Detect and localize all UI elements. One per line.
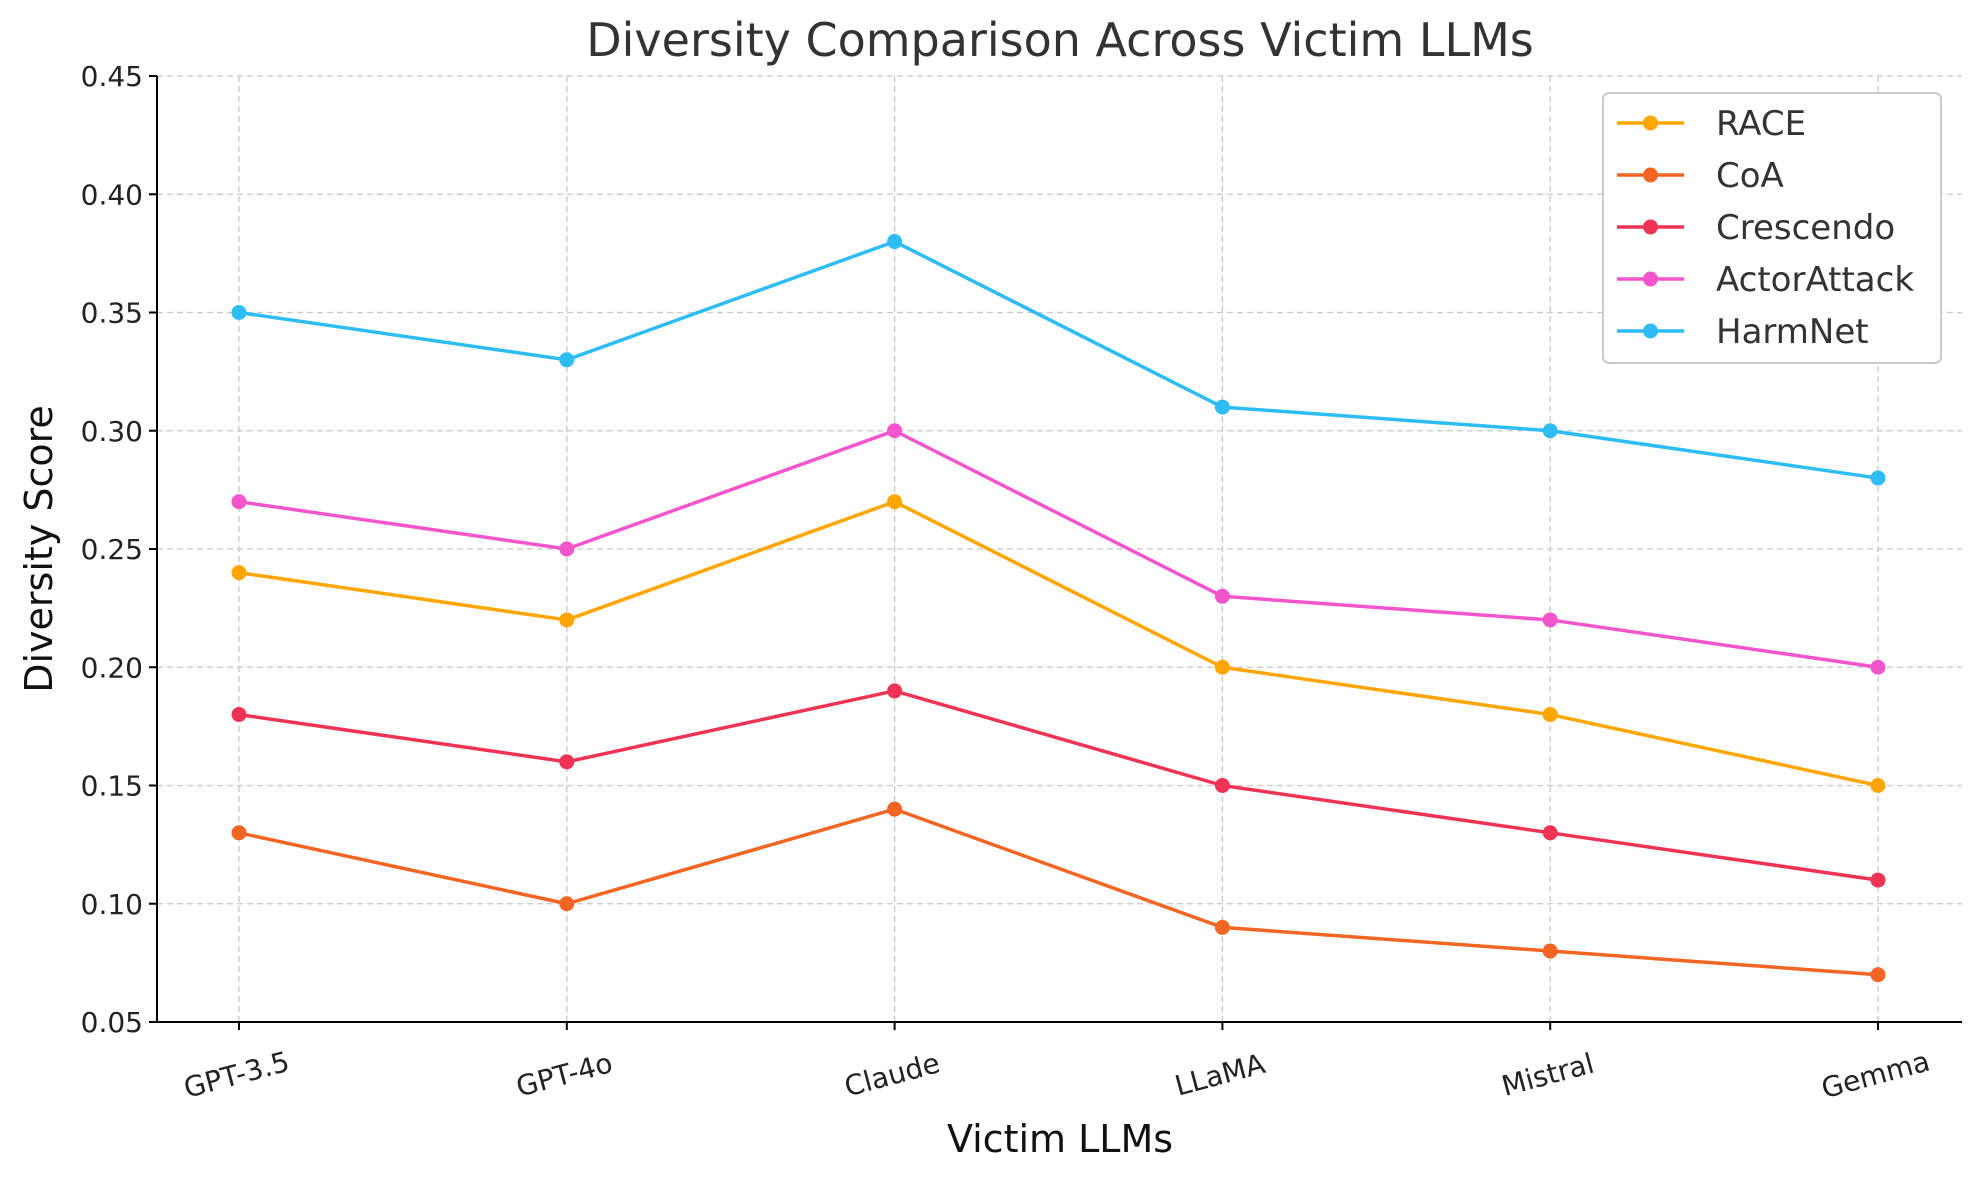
x-tick-label: GPT-4o — [513, 1046, 616, 1103]
x-tick-label: Mistral — [1498, 1047, 1597, 1103]
data-point — [887, 494, 903, 510]
data-point — [231, 305, 247, 320]
data-point — [887, 801, 903, 817]
data-point — [1542, 825, 1558, 841]
y-tick-label: 0.30 — [81, 415, 143, 448]
data-point — [1870, 470, 1886, 486]
data-point — [887, 423, 903, 439]
legend-label: Crescendo — [1716, 208, 1895, 248]
data-point — [231, 825, 247, 841]
y-tick-label: 0.15 — [81, 770, 143, 803]
legend-item-coa: CoA — [1617, 156, 1784, 196]
data-point — [1214, 659, 1230, 675]
data-point — [231, 494, 247, 510]
data-point — [1870, 967, 1886, 983]
x-tick-label: Claude — [841, 1046, 943, 1103]
legend-item-crescendo: Crescendo — [1617, 208, 1895, 248]
data-point — [1870, 872, 1886, 888]
x-axis-title: Victim LLMs — [947, 1117, 1173, 1161]
data-point — [1870, 778, 1886, 793]
series-line — [237, 499, 1880, 788]
data-point — [1214, 919, 1230, 935]
data-point — [1542, 423, 1558, 439]
y-tick-label: 0.35 — [81, 297, 143, 330]
data-point — [231, 707, 247, 723]
legend-marker — [1643, 219, 1658, 235]
x-tick-label: Gemma — [1818, 1045, 1933, 1106]
legend-marker — [1643, 271, 1658, 287]
data-point — [1542, 707, 1558, 723]
y-tick-label: 0.40 — [81, 178, 143, 211]
x-tick-label: LLaMA — [1171, 1047, 1268, 1103]
series-line — [237, 239, 1880, 480]
legend-box — [1602, 92, 1942, 364]
data-point — [559, 352, 575, 368]
grid — [157, 75, 1962, 1023]
x-ticks: GPT-3.5 GPT-4o Claude LLaMA Mistral Gemma — [180, 1022, 1933, 1105]
data-point — [1870, 659, 1886, 675]
data-point — [1542, 612, 1558, 628]
series-line — [237, 807, 1880, 977]
legend-label: RACE — [1716, 104, 1806, 144]
x-tick-label: GPT-3.5 — [180, 1045, 293, 1105]
legend: RACE CoA Crescendo ActorAttack HarmNet — [1602, 92, 1942, 364]
legend-marker — [1643, 323, 1658, 339]
legend-item-harmnet: HarmNet — [1617, 312, 1869, 352]
series-coa — [231, 801, 1886, 983]
y-tick-label: 0.20 — [81, 651, 143, 684]
series-race — [231, 494, 1886, 793]
data-point — [231, 565, 247, 581]
y-tick-label: 0.05 — [81, 1006, 143, 1039]
data-point — [887, 234, 903, 250]
series — [231, 234, 1886, 983]
y-ticks: 0.05 0.10 0.15 0.20 0.25 0.30 0.35 0.40 0.45 — [81, 60, 157, 1039]
legend-label: HarmNet — [1716, 312, 1869, 352]
y-tick-label: 0.25 — [81, 533, 143, 566]
data-point — [1214, 399, 1230, 415]
series-line — [237, 689, 1880, 882]
y-tick-label: 0.10 — [81, 888, 143, 921]
series-line — [237, 429, 1880, 669]
data-point — [559, 612, 575, 628]
data-point — [887, 683, 903, 699]
data-point — [1214, 588, 1230, 604]
series-crescendo — [231, 683, 1886, 888]
series-harmnet — [231, 234, 1886, 486]
series-actorattack — [231, 423, 1886, 675]
legend-item-race: RACE — [1617, 104, 1806, 144]
y-axis-title: Diversity Score — [17, 405, 61, 693]
data-point — [559, 541, 575, 557]
legend-label: ActorAttack — [1716, 260, 1914, 300]
legend-item-actorattack: ActorAttack — [1617, 260, 1914, 300]
data-point — [559, 754, 575, 770]
y-tick-label: 0.45 — [81, 60, 143, 93]
data-point — [559, 896, 575, 912]
legend-label: CoA — [1716, 156, 1784, 196]
data-point — [1542, 943, 1558, 959]
legend-marker — [1643, 115, 1658, 131]
data-point — [1214, 778, 1230, 793]
legend-marker — [1643, 167, 1658, 183]
chart-title: Diversity Comparison Across Victim LLMs — [586, 13, 1534, 67]
